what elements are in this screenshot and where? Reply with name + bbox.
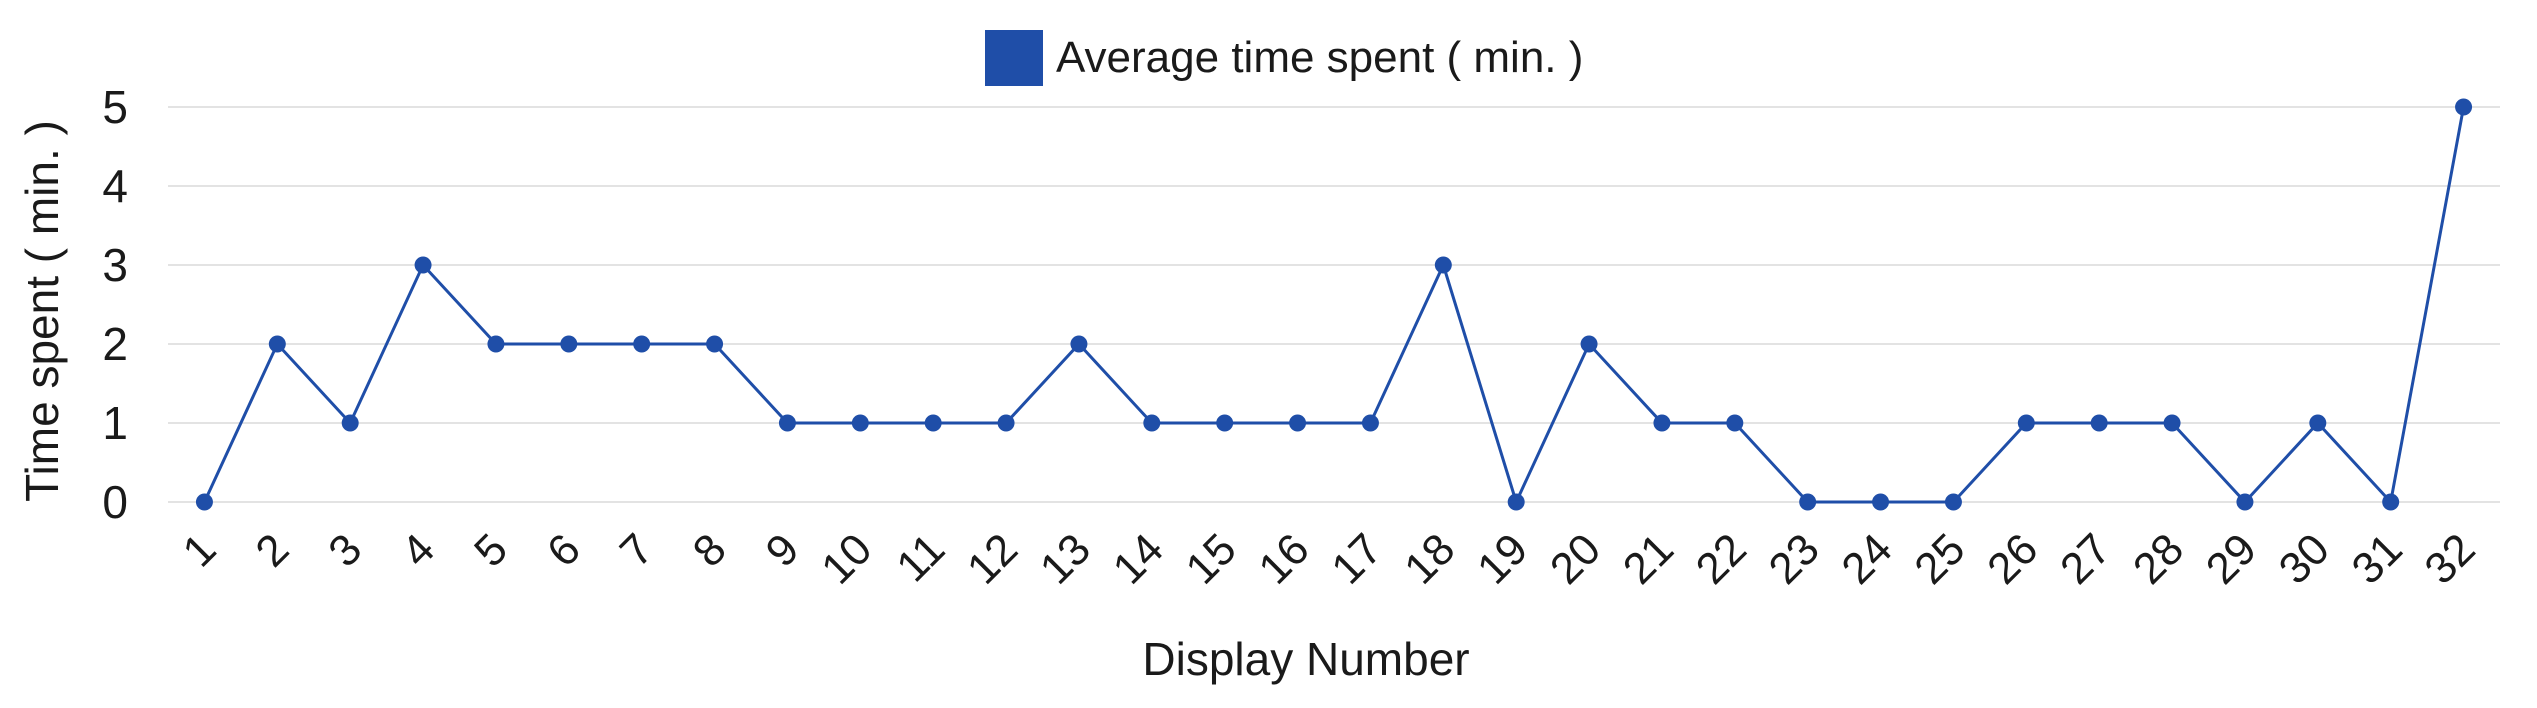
data-point	[1872, 493, 1890, 511]
data-point	[2163, 414, 2181, 432]
data-point	[633, 335, 651, 353]
data-point	[1216, 414, 1234, 432]
data-point	[778, 414, 796, 432]
x-tick-label: 30	[2270, 524, 2339, 593]
data-point	[2017, 414, 2035, 432]
data-point	[2382, 493, 2400, 511]
x-tick-label: 1	[174, 524, 226, 576]
x-tick-label: 8	[684, 524, 736, 576]
x-tick-label: 5	[465, 524, 517, 576]
x-tick-label: 31	[2342, 524, 2411, 593]
data-point	[341, 414, 359, 432]
data-point	[1799, 493, 1817, 511]
x-tick-label: 26	[1978, 524, 2047, 593]
x-tick-label: 25	[1905, 524, 1974, 593]
data-point	[1289, 414, 1307, 432]
x-tick-label: 14	[1104, 524, 1173, 593]
x-tick-label: 19	[1468, 524, 1537, 593]
data-point	[2309, 414, 2327, 432]
x-axis-title: Display Number	[1142, 633, 1469, 685]
data-point	[1944, 493, 1962, 511]
data-point	[487, 335, 505, 353]
x-tick-label: 29	[2197, 524, 2266, 593]
x-tick-label: 9	[757, 524, 809, 576]
x-tick-label: 15	[1176, 524, 1245, 593]
y-axis-title: Time spent ( min. )	[16, 120, 68, 502]
x-tick-label: 2	[246, 524, 298, 576]
x-tick-label: 16	[1249, 524, 1318, 593]
y-tick-label: 1	[102, 397, 128, 449]
y-axis-ticks: 0 1 2 3 4 5	[102, 81, 128, 528]
data-point	[195, 493, 213, 511]
x-tick-label: 13	[1031, 524, 1100, 593]
y-tick-label: 4	[102, 160, 128, 212]
x-tick-label: 11	[887, 524, 954, 591]
legend: Average time spent ( min. )	[985, 30, 1583, 86]
x-tick-label: 20	[1541, 524, 1610, 593]
data-point	[997, 414, 1015, 432]
x-tick-label: 12	[958, 524, 1027, 593]
data-point	[2455, 98, 2473, 116]
data-point	[851, 414, 869, 432]
data-point	[1143, 414, 1161, 432]
data-point	[414, 256, 432, 274]
data-point	[1434, 256, 1452, 274]
series-layer	[195, 98, 2473, 511]
x-tick-label: 22	[1687, 524, 1756, 593]
x-tick-label: 23	[1759, 524, 1828, 593]
x-tick-label: 17	[1322, 524, 1391, 593]
data-point	[924, 414, 942, 432]
x-tick-label: 21	[1614, 524, 1683, 593]
x-tick-label: 6	[538, 524, 590, 576]
data-point	[2090, 414, 2108, 432]
gridlines	[168, 106, 2500, 503]
data-point	[1361, 414, 1379, 432]
y-tick-label: 5	[102, 81, 128, 133]
legend-swatch	[985, 30, 1043, 86]
data-point	[560, 335, 578, 353]
data-point	[1726, 414, 1744, 432]
series-line	[203, 106, 2466, 507]
x-tick-label: 7	[611, 524, 663, 576]
x-tick-label: 18	[1395, 524, 1464, 593]
data-point	[268, 335, 286, 353]
data-point	[1507, 493, 1525, 511]
x-tick-label: 28	[2124, 524, 2193, 593]
x-axis-ticks: 1 2 3 4 5 6 7 8 9 10 11 12 13 14 15 16 17 18 19 20 21 22 23 24 2…	[174, 524, 2485, 593]
legend-label: Average time spent ( min. )	[1056, 33, 1583, 82]
y-tick-label: 3	[102, 239, 128, 291]
x-tick-label: 24	[1832, 524, 1901, 593]
y-tick-label: 2	[102, 318, 128, 370]
data-point	[1580, 335, 1598, 353]
x-tick-label: 4	[392, 524, 444, 576]
x-tick-label: 32	[2415, 524, 2484, 593]
x-tick-label: 3	[319, 524, 371, 576]
data-point	[2236, 493, 2254, 511]
y-tick-label: 0	[102, 476, 128, 528]
data-point	[706, 335, 724, 353]
data-point	[1070, 335, 1088, 353]
data-point	[1653, 414, 1671, 432]
x-tick-label: 10	[812, 524, 881, 593]
x-tick-label: 27	[2051, 524, 2120, 593]
